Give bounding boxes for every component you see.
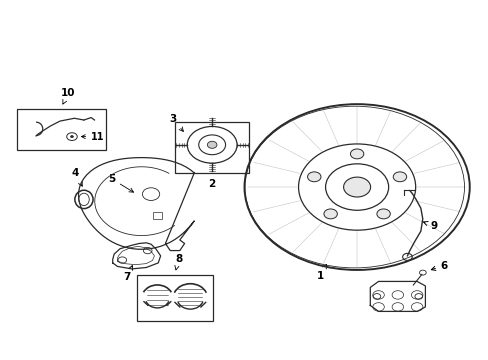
Circle shape <box>376 209 389 219</box>
Bar <box>17 109 105 150</box>
Circle shape <box>392 172 406 182</box>
Text: 2: 2 <box>208 179 215 189</box>
Circle shape <box>307 172 320 182</box>
Text: 1: 1 <box>316 264 326 281</box>
Text: 5: 5 <box>108 174 133 192</box>
Bar <box>153 212 162 219</box>
Text: 4: 4 <box>72 168 82 186</box>
Text: 11: 11 <box>81 132 104 141</box>
Circle shape <box>323 209 337 219</box>
Text: 6: 6 <box>430 261 447 271</box>
Circle shape <box>70 136 73 138</box>
Circle shape <box>343 177 370 197</box>
Text: 8: 8 <box>175 254 182 270</box>
Text: 7: 7 <box>123 266 132 282</box>
Bar <box>137 275 213 321</box>
Text: 3: 3 <box>169 114 183 131</box>
Bar <box>175 122 249 173</box>
Text: 9: 9 <box>423 221 436 231</box>
Circle shape <box>350 149 363 159</box>
Text: 10: 10 <box>61 88 76 104</box>
Circle shape <box>207 141 217 148</box>
